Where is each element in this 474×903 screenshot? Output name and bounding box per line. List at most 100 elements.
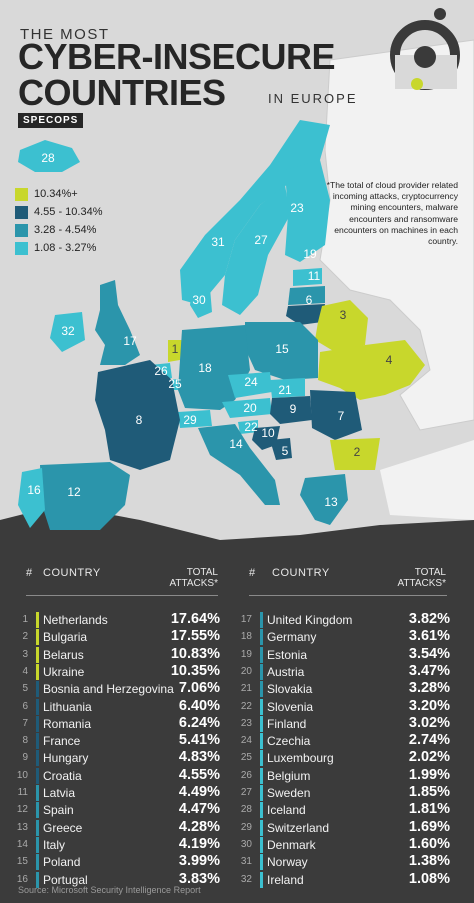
total-header-line-2: ATTACKS* <box>169 578 218 589</box>
row-percent: 17.55% <box>170 628 220 645</box>
table-row: 21 Slovakia 3.28% <box>238 680 450 698</box>
row-percent: 3.82% <box>408 611 450 627</box>
row-color-bar <box>260 646 263 663</box>
row-color-bar <box>36 646 39 663</box>
title-line-3: COUNTRIES <box>18 72 226 113</box>
map-label-5: 5 <box>282 444 289 458</box>
row-country: Hungary <box>43 751 89 766</box>
greece-shape <box>300 474 348 525</box>
legend-swatch <box>15 187 28 201</box>
row-country: Ukraine <box>43 664 85 679</box>
legend-item: 1.08 - 3.27% <box>15 239 103 257</box>
row-percent: 3.47% <box>408 662 450 679</box>
row-rank: 30 <box>240 838 252 850</box>
row-country: Bosnia and Herzegovina <box>43 682 174 697</box>
row-country: Belgium <box>267 768 311 783</box>
row-country: Slovenia <box>267 699 314 714</box>
row-rank: 7 <box>22 717 28 729</box>
map-label-10: 10 <box>261 426 275 440</box>
map-label-4: 4 <box>386 353 393 367</box>
table-row: 8 France 5.41% <box>14 732 220 750</box>
belarus-shape <box>315 300 368 352</box>
row-country: France <box>43 734 81 749</box>
row-color-bar <box>36 836 39 853</box>
row-color-bar <box>36 802 39 819</box>
table-row: 29 Switzerland 1.69% <box>238 819 450 836</box>
map-label-27: 27 <box>254 233 268 247</box>
legend-swatch <box>15 205 28 219</box>
total-header-line-2: ATTACKS* <box>397 578 446 589</box>
table-row: 17 United Kingdom 3.82% <box>238 611 450 628</box>
row-country: Lithuania <box>43 699 92 714</box>
czechia-shape <box>228 372 272 398</box>
table-country-header: COUNTRY <box>43 567 101 579</box>
table-row: 27 Sweden 1.85% <box>238 784 450 801</box>
table-row: 10 Croatia 4.55% <box>14 767 220 784</box>
map-label-11: 11 <box>308 269 321 283</box>
map-label-13: 13 <box>324 495 338 509</box>
table-row: 31 Norway 1.38% <box>238 853 450 871</box>
row-color-bar <box>260 854 263 871</box>
row-country: Italy <box>43 837 66 852</box>
row-country: United Kingdom <box>267 613 353 627</box>
row-percent: 4.83% <box>178 749 220 766</box>
table-row: 28 Iceland 1.81% <box>238 801 450 819</box>
map-label-26: 26 <box>154 364 168 378</box>
table-row: 12 Spain 4.47% <box>14 801 220 819</box>
latvia-shape <box>288 286 325 305</box>
row-country: Netherlands <box>43 613 108 627</box>
table-row: 9 Hungary 4.83% <box>14 749 220 767</box>
legend-item: 10.34%+ <box>15 185 103 203</box>
row-country: Austria <box>267 664 305 679</box>
bosnia-shape <box>270 438 292 460</box>
row-percent: 17.64% <box>170 611 220 627</box>
brand-badge: SPECOPS <box>18 113 84 128</box>
row-rank: 22 <box>240 700 252 712</box>
map-label-24: 24 <box>244 375 258 389</box>
legend-label: 1.08 - 3.27% <box>34 242 97 254</box>
title-line-4: IN EUROPE <box>268 91 358 106</box>
row-rank: 11 <box>17 787 28 798</box>
table-row: 15 Poland 3.99% <box>14 853 220 871</box>
legend-item: 3.28 - 4.54% <box>15 221 103 239</box>
row-rank: 27 <box>240 787 252 798</box>
row-country: Greece <box>43 820 83 835</box>
row-percent: 7.06% <box>178 680 220 697</box>
row-color-bar <box>36 854 39 871</box>
row-color-bar <box>36 698 39 715</box>
row-percent: 1.38% <box>408 853 450 870</box>
map-label-3: 3 <box>340 308 347 322</box>
row-rank: 8 <box>22 735 28 747</box>
table-row: 7 Romania 6.24% <box>14 714 220 732</box>
row-percent: 6.24% <box>178 714 220 731</box>
row-color-bar <box>36 715 39 732</box>
legend-label: 10.34%+ <box>34 188 78 200</box>
map-label-29: 29 <box>183 413 197 427</box>
table-hash-header: # <box>249 567 256 579</box>
legend-swatch <box>15 241 28 255</box>
row-color-bar <box>260 836 263 853</box>
row-rank: 23 <box>240 717 252 729</box>
row-percent: 3.83% <box>178 870 220 887</box>
table-row: 20 Austria 3.47% <box>238 662 450 680</box>
map-label-32: 32 <box>61 324 75 338</box>
row-rank: 28 <box>240 804 252 816</box>
header-rule <box>249 595 447 596</box>
table-row: 18 Germany 3.61% <box>238 628 450 646</box>
row-percent: 3.28% <box>408 680 450 697</box>
row-color-bar <box>260 733 263 750</box>
row-rank: 13 <box>16 821 28 833</box>
row-percent: 2.02% <box>408 749 450 766</box>
row-country: Norway <box>267 855 308 870</box>
ireland-shape <box>50 312 85 352</box>
map-label-17: 17 <box>123 334 137 348</box>
row-percent: 10.35% <box>170 662 220 679</box>
table-row: 22 Slovenia 3.20% <box>238 698 450 715</box>
row-rank: 9 <box>22 752 28 764</box>
italy-shape <box>198 424 280 505</box>
row-rank: 4 <box>22 665 28 677</box>
row-color-bar <box>260 715 263 732</box>
total-header-line-1: TOTAL <box>186 567 218 578</box>
table-row: 16 Portugal 3.83% <box>14 870 220 888</box>
map-label-19: 19 <box>303 247 317 261</box>
